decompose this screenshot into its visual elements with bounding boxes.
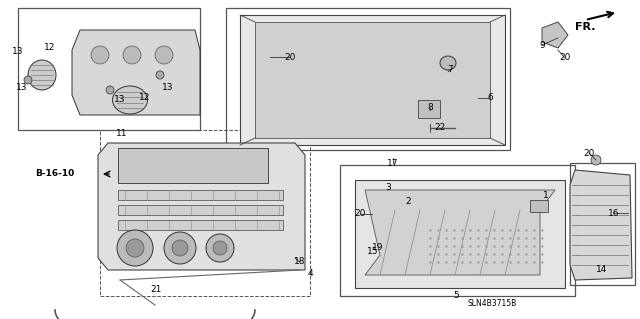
Text: 22: 22 bbox=[435, 123, 445, 132]
Text: 15: 15 bbox=[367, 248, 379, 256]
Text: 14: 14 bbox=[596, 265, 608, 275]
Text: 13: 13 bbox=[12, 48, 24, 56]
Text: 20: 20 bbox=[355, 210, 365, 219]
Circle shape bbox=[591, 155, 601, 165]
Polygon shape bbox=[418, 100, 440, 118]
Bar bbox=[570, 163, 635, 285]
Text: 13: 13 bbox=[163, 84, 173, 93]
Circle shape bbox=[172, 240, 188, 256]
Bar bbox=[530, 200, 548, 212]
Ellipse shape bbox=[123, 46, 141, 64]
Text: 12: 12 bbox=[44, 43, 56, 53]
Text: 8: 8 bbox=[427, 103, 433, 113]
Text: 11: 11 bbox=[116, 129, 128, 137]
Circle shape bbox=[206, 234, 234, 262]
Bar bbox=[340, 165, 575, 296]
Bar bbox=[118, 205, 283, 215]
Text: 1: 1 bbox=[543, 190, 549, 199]
Circle shape bbox=[213, 241, 227, 255]
Text: 18: 18 bbox=[294, 257, 306, 266]
Polygon shape bbox=[360, 202, 390, 220]
Circle shape bbox=[117, 230, 153, 266]
Text: 20: 20 bbox=[559, 54, 571, 63]
Text: 17: 17 bbox=[387, 159, 399, 167]
Bar bbox=[118, 148, 268, 183]
Text: FR.: FR. bbox=[575, 22, 595, 32]
Bar bbox=[100, 130, 310, 296]
Text: 13: 13 bbox=[16, 84, 28, 93]
Text: 3: 3 bbox=[385, 183, 391, 192]
Text: 5: 5 bbox=[453, 292, 459, 300]
Ellipse shape bbox=[440, 56, 456, 70]
Polygon shape bbox=[385, 210, 415, 228]
Polygon shape bbox=[98, 143, 305, 270]
Polygon shape bbox=[240, 15, 505, 145]
Ellipse shape bbox=[91, 46, 109, 64]
Ellipse shape bbox=[155, 46, 173, 64]
Text: 21: 21 bbox=[150, 286, 162, 294]
Bar bbox=[118, 190, 283, 200]
Circle shape bbox=[126, 239, 144, 257]
Bar bbox=[226, 8, 510, 150]
Text: 19: 19 bbox=[372, 243, 384, 253]
Text: 12: 12 bbox=[140, 93, 150, 101]
Polygon shape bbox=[355, 180, 565, 288]
Circle shape bbox=[156, 71, 164, 79]
Circle shape bbox=[164, 232, 196, 264]
Polygon shape bbox=[542, 22, 568, 48]
Bar bbox=[118, 220, 283, 230]
Text: 6: 6 bbox=[487, 93, 493, 102]
Polygon shape bbox=[365, 190, 555, 275]
Text: 9: 9 bbox=[539, 41, 545, 49]
Ellipse shape bbox=[28, 60, 56, 90]
Text: 13: 13 bbox=[115, 95, 125, 105]
Text: SLN4B3715B: SLN4B3715B bbox=[467, 299, 516, 308]
Text: 16: 16 bbox=[608, 209, 620, 218]
Text: 7: 7 bbox=[447, 65, 453, 75]
Circle shape bbox=[106, 86, 114, 94]
Text: 20: 20 bbox=[284, 53, 296, 62]
Text: 20: 20 bbox=[583, 149, 595, 158]
Polygon shape bbox=[255, 22, 490, 138]
Polygon shape bbox=[72, 30, 200, 115]
Text: B-16-10: B-16-10 bbox=[35, 169, 75, 179]
Circle shape bbox=[24, 76, 32, 84]
Text: 4: 4 bbox=[307, 269, 313, 278]
Polygon shape bbox=[570, 170, 632, 280]
Ellipse shape bbox=[113, 86, 147, 114]
Bar bbox=[18, 8, 200, 130]
Text: 2: 2 bbox=[405, 197, 411, 206]
Polygon shape bbox=[365, 232, 395, 250]
